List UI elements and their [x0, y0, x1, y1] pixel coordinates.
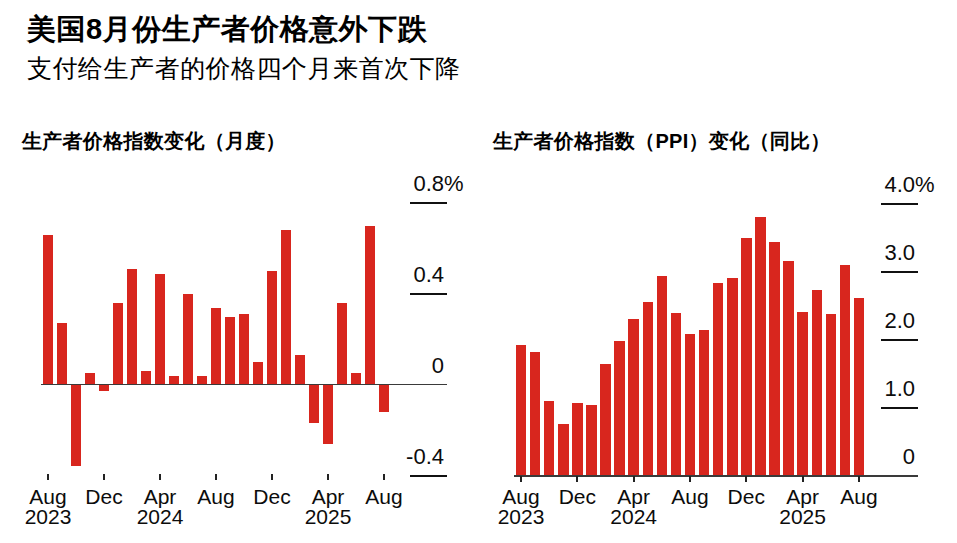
- bar-jan-2025: [755, 217, 766, 476]
- bar-may-2024: [643, 302, 654, 476]
- bar-jun-2024: [657, 276, 668, 476]
- x-tick-Apr-2025: [802, 476, 804, 482]
- chart-title-yoy: 生产者价格指数（PPI）变化（同比）: [493, 128, 831, 154]
- bar-oct-2023: [544, 401, 555, 476]
- y-axis-label-4.0: 4.0%: [793, 173, 915, 197]
- bar-nov-2024: [727, 278, 738, 476]
- y-axis-unit: %: [444, 172, 464, 196]
- bar-feb-2024: [600, 364, 611, 476]
- x-tick-Dec: [745, 476, 747, 482]
- bar-mar-2025: [309, 385, 320, 424]
- bar-sep-2024: [699, 330, 710, 476]
- bar-aug-2023: [43, 235, 54, 385]
- y-axis-label-0: 0: [793, 445, 915, 469]
- x-axis-label-Aug: Aug: [817, 487, 901, 507]
- x-tick-Apr-2024: [633, 476, 635, 482]
- y-axis-label-2.0: 2.0: [793, 309, 915, 333]
- plot-area-monthly: [41, 185, 391, 480]
- x-tick-Dec: [103, 474, 105, 480]
- x-tick-Apr-2025: [327, 474, 329, 480]
- x-tick-Aug: [383, 474, 385, 480]
- x-axis-label-Aug: Aug: [342, 487, 426, 507]
- x-tick-Aug: [858, 476, 860, 482]
- x-axis-year: 2023: [479, 507, 563, 527]
- bar-aug-2023: [516, 345, 527, 476]
- bar-dec-2024: [741, 238, 752, 476]
- bar-aug-2024: [685, 334, 696, 476]
- chart-ppi-monthly: 生产者价格指数变化（月度） 0.8%0.40-0.4Aug2023DecApr2…: [22, 128, 472, 533]
- bar-sep-2023: [530, 352, 541, 476]
- bar-nov-2024: [253, 362, 264, 385]
- page-subtitle: 支付给生产者的价格四个月来首次下降: [27, 53, 461, 84]
- bar-oct-2024: [713, 283, 724, 476]
- x-tick-Aug-2023: [520, 476, 522, 482]
- bar-jan-2025: [281, 230, 292, 384]
- y-axis-unit: %: [915, 173, 935, 197]
- x-tick-Apr-2024: [159, 474, 161, 480]
- y-axis-label--0.4: -0.4: [322, 445, 444, 469]
- y-axis-label-3.0: 3.0: [793, 241, 915, 265]
- bar-mar-2024: [614, 341, 625, 477]
- y-tick-rule-0.8: [410, 202, 447, 204]
- bar-sep-2024: [225, 317, 236, 385]
- bar-mar-2025: [783, 261, 794, 476]
- bar-jan-2024: [113, 303, 124, 385]
- y-axis-label-0.8: 0.8%: [322, 172, 444, 196]
- bar-apr-2025: [323, 385, 334, 444]
- chart-title-monthly: 生产者价格指数变化（月度）: [22, 128, 286, 154]
- bar-mar-2024: [141, 371, 152, 385]
- bar-dec-2023: [572, 403, 583, 476]
- y-axis-label-0: 0: [322, 354, 444, 378]
- y-tick-rule-2.0: [881, 339, 918, 341]
- bar-jul-2024: [671, 313, 682, 476]
- bar-oct-2023: [71, 385, 82, 467]
- bar-apr-2024: [628, 319, 639, 476]
- x-tick-Dec: [271, 474, 273, 480]
- bar-feb-2024: [127, 269, 138, 385]
- y-tick-rule-4.0: [881, 203, 918, 205]
- bar-apr-2024: [155, 274, 166, 385]
- chart-ppi-yoy: 生产者价格指数（PPI）变化（同比） 4.0%3.02.01.00Aug2023…: [493, 128, 943, 533]
- bar-sep-2023: [57, 323, 68, 384]
- bar-dec-2023: [99, 385, 110, 392]
- x-axis-year: 2025: [286, 507, 370, 527]
- x-tick-Aug-2023: [47, 474, 49, 480]
- x-axis-year: 2025: [761, 507, 845, 527]
- bar-jan-2024: [586, 405, 597, 476]
- bar-feb-2025: [295, 355, 306, 385]
- y-tick-rule-3.0: [881, 271, 918, 273]
- x-axis-year: 2024: [118, 507, 202, 527]
- y-tick-rule--0.4: [410, 475, 447, 477]
- bar-nov-2023: [558, 424, 569, 476]
- bar-oct-2024: [239, 314, 250, 384]
- x-tick-Aug: [215, 474, 217, 480]
- y-axis-label-1.0: 1.0: [793, 377, 915, 401]
- plot-area-yoy: [514, 190, 866, 476]
- x-axis-year: 2024: [592, 507, 676, 527]
- bar-aug-2025: [379, 385, 390, 412]
- zero-axis-line: [41, 384, 447, 386]
- bar-nov-2023: [85, 373, 96, 384]
- bar-aug-2024: [211, 308, 222, 385]
- bar-dec-2024: [267, 271, 278, 385]
- bar-feb-2025: [769, 242, 780, 476]
- ppi-news-graphic: 美国8月份生产者价格意外下跌 支付给生产者的价格四个月来首次下降 生产者价格指数…: [0, 0, 957, 543]
- page-title: 美国8月份生产者价格意外下跌: [27, 11, 427, 47]
- x-tick-Aug: [689, 476, 691, 482]
- y-axis-label-0.4: 0.4: [322, 263, 444, 287]
- bar-jun-2024: [183, 294, 194, 385]
- x-tick-Dec: [576, 476, 578, 482]
- x-axis-year: 2023: [6, 507, 90, 527]
- y-tick-rule-0.4: [410, 293, 447, 295]
- y-tick-rule-1.0: [881, 407, 918, 409]
